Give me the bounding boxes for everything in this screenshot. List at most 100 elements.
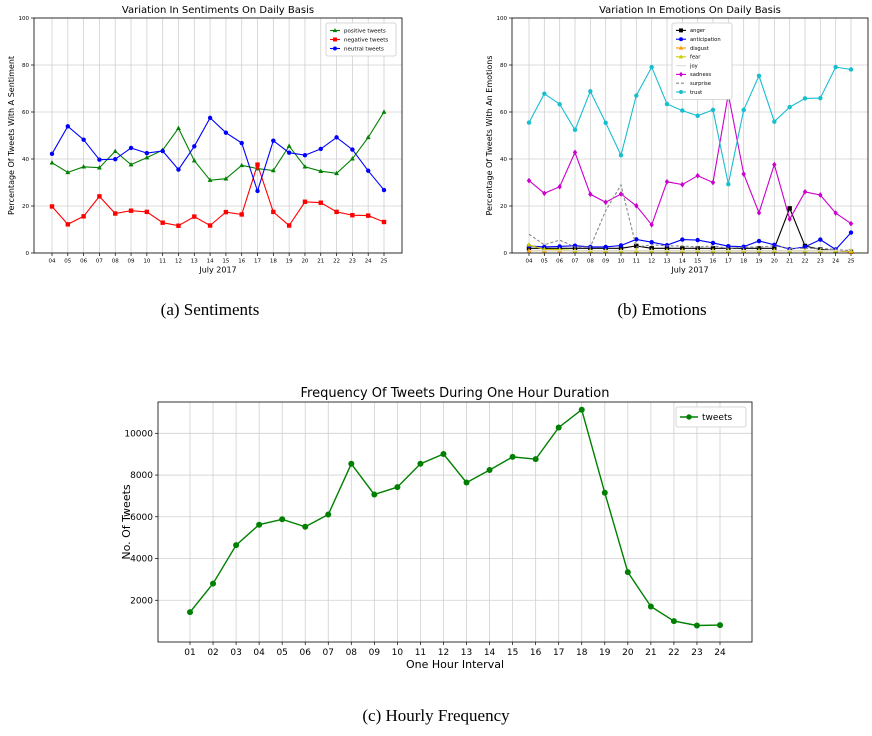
data-point-tweets xyxy=(486,467,493,474)
data-point-trust xyxy=(634,93,639,98)
legend-label: tweets xyxy=(702,413,732,423)
x-tick-label: 24 xyxy=(714,648,726,658)
data-point-negative-tweets xyxy=(381,219,387,225)
data-point-positive-tweets xyxy=(286,143,292,148)
data-point-negative-tweets xyxy=(255,162,260,167)
data-point-tweets xyxy=(233,542,240,549)
x-tick-label: 13 xyxy=(461,648,472,658)
x-tick-label: 18 xyxy=(270,259,277,265)
data-point-trust xyxy=(618,153,624,158)
legend-label: trust xyxy=(690,90,702,96)
x-tick-label: 12 xyxy=(648,259,655,265)
data-point-anticipation xyxy=(710,240,716,246)
y-tick-label: 100 xyxy=(497,16,508,22)
data-point-trust xyxy=(649,64,654,70)
data-point-sadness xyxy=(802,189,808,195)
data-point-tweets xyxy=(601,489,608,496)
data-point-neutral-tweets xyxy=(65,124,71,129)
x-tick-label: 24 xyxy=(832,259,839,265)
x-tick-label: 11 xyxy=(415,648,426,658)
data-point-negative-tweets xyxy=(239,212,244,217)
data-point-fear xyxy=(541,246,547,252)
legend-label: surprise xyxy=(690,81,711,87)
x-tick-label: 11 xyxy=(633,259,640,265)
data-point-tweets xyxy=(670,618,677,625)
legend-box xyxy=(325,22,397,57)
caption-emotions: (b) Emotions xyxy=(617,300,707,319)
data-point-anticipation xyxy=(557,244,562,249)
data-point-trust xyxy=(787,104,792,110)
data-point-positive-tweets xyxy=(270,167,276,173)
data-point-tweets xyxy=(210,580,217,587)
data-point-negative-tweets xyxy=(318,200,323,205)
data-point-negative-tweets xyxy=(207,223,213,228)
x-tick-label: 06 xyxy=(299,648,311,658)
data-point-sadness xyxy=(542,190,547,197)
data-point-negative-tweets xyxy=(144,209,150,215)
data-point-negative-tweets xyxy=(176,223,181,228)
data-point-trust xyxy=(680,108,685,113)
series-line-neutral-tweets xyxy=(51,117,385,193)
x-tick-label: 18 xyxy=(740,259,747,265)
legend: anger anticipation disgust fear joy sadness su… xyxy=(671,22,733,100)
data-point-neutral-tweets xyxy=(302,153,308,158)
y-tick-label: 80 xyxy=(22,63,29,69)
legend-marker xyxy=(679,71,683,77)
data-point-negative-tweets xyxy=(128,208,134,213)
data-point-anticipation xyxy=(848,230,854,235)
x-tick-label: 10 xyxy=(392,648,404,658)
x-tick-label: 16 xyxy=(238,259,245,265)
x-tick-label: 10 xyxy=(143,259,150,265)
data-point-tweets xyxy=(509,453,516,460)
data-point-neutral-tweets xyxy=(350,147,355,152)
data-point-neutral-tweets xyxy=(113,157,118,162)
data-point-neutral-tweets xyxy=(318,146,323,152)
data-point-negative-tweets xyxy=(223,209,229,215)
y-tick-label: 60 xyxy=(22,110,29,116)
legend-marker xyxy=(678,54,684,59)
data-point-neutral-tweets xyxy=(207,115,213,121)
data-point-negative-tweets xyxy=(271,209,276,215)
x-tick-label: 21 xyxy=(786,259,793,265)
data-point-anticipation xyxy=(603,244,608,250)
data-point-neutral-tweets xyxy=(160,148,165,154)
data-point-sadness xyxy=(557,183,562,190)
y-tick-label: 60 xyxy=(500,110,507,116)
series-line-negative-tweets xyxy=(51,162,385,227)
data-point-trust xyxy=(818,95,823,101)
legend-label: anticipation xyxy=(690,37,721,43)
y-tick-label: 2000 xyxy=(130,596,153,606)
series-line-trust xyxy=(528,65,852,185)
series-negative-tweets xyxy=(49,162,387,228)
x-tick-label: 07 xyxy=(96,259,103,265)
data-point-positive-tweets xyxy=(144,154,150,160)
x-tick-label: 16 xyxy=(710,259,717,265)
data-point-anger xyxy=(634,243,639,249)
data-point-tweets xyxy=(279,516,286,523)
x-tick-label: 12 xyxy=(175,259,182,265)
data-point-tweets xyxy=(717,622,723,629)
data-point-positive-tweets xyxy=(334,170,339,176)
data-point-tweets xyxy=(394,484,401,491)
data-point-trust xyxy=(802,96,808,101)
data-point-positive-tweets xyxy=(65,169,71,175)
x-tick-label: 21 xyxy=(645,648,656,658)
data-point-negative-tweets xyxy=(160,220,165,225)
x-tick-label: 22 xyxy=(802,259,809,265)
x-tick-label: 14 xyxy=(207,259,214,265)
data-point-anticipation xyxy=(680,237,685,242)
data-point-negative-tweets xyxy=(81,214,86,219)
series-line-positive-tweets xyxy=(51,111,385,181)
data-point-neutral-tweets xyxy=(176,167,181,172)
data-point-neutral-tweets xyxy=(49,151,55,157)
legend-label: positive tweets xyxy=(344,28,386,34)
x-tick-label: 19 xyxy=(599,648,611,658)
x-tick-label: 15 xyxy=(507,648,518,658)
legend-marker xyxy=(679,28,683,33)
data-point-tweets xyxy=(532,456,539,463)
legend-label: fear xyxy=(690,55,701,61)
legend-marker xyxy=(333,37,337,42)
data-point-trust xyxy=(741,107,746,113)
data-point-positive-tweets xyxy=(176,125,181,130)
data-point-neutral-tweets xyxy=(255,188,260,194)
